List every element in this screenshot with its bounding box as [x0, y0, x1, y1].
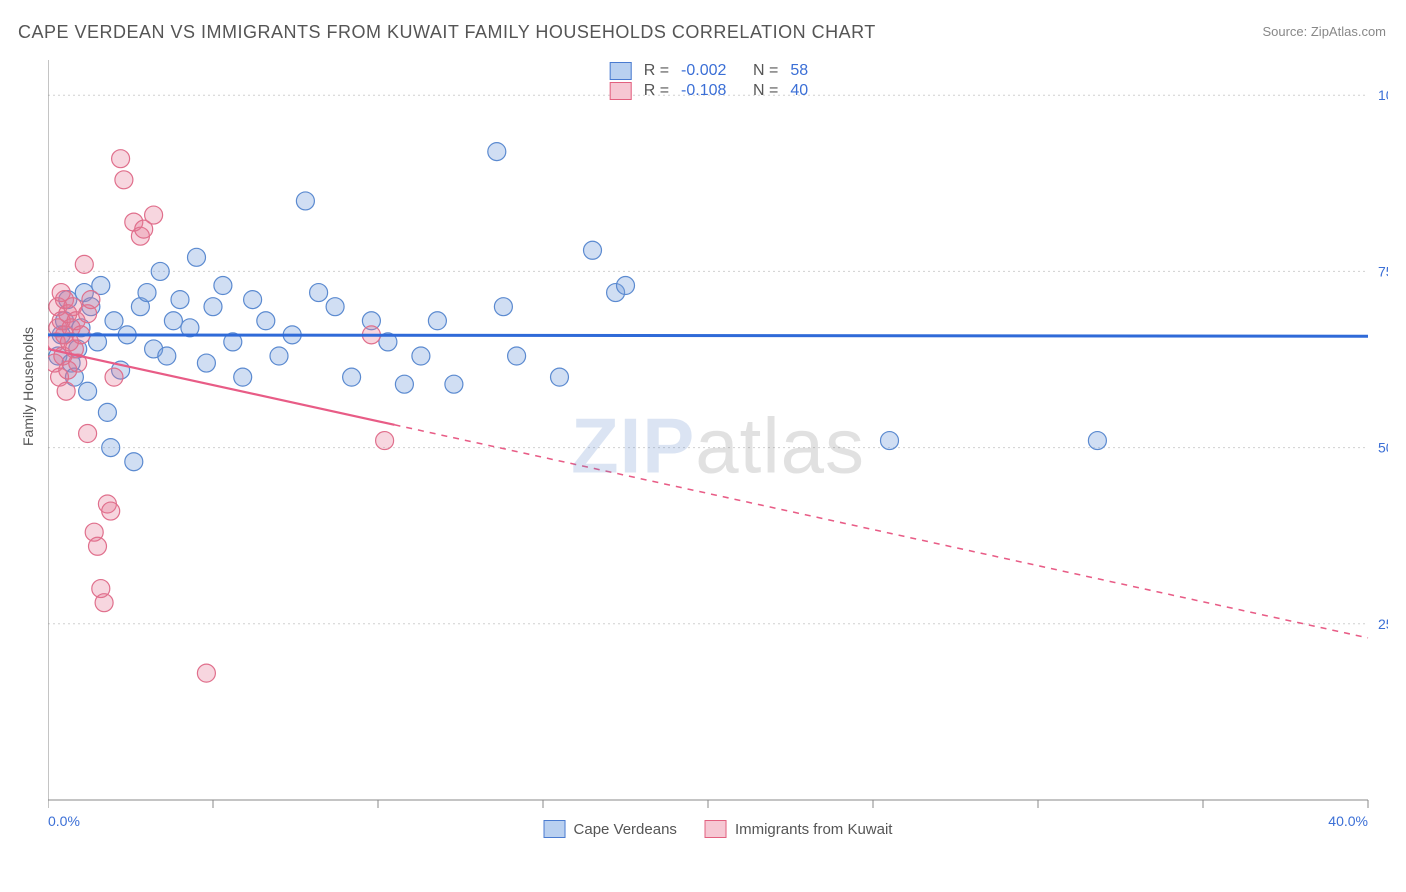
stat-n-value-2: 40	[790, 82, 850, 100]
svg-text:25.0%: 25.0%	[1378, 616, 1388, 632]
svg-text:40.0%: 40.0%	[1328, 813, 1368, 829]
chart-title: CAPE VERDEAN VS IMMIGRANTS FROM KUWAIT F…	[18, 22, 876, 43]
legend-label-2: Immigrants from Kuwait	[735, 821, 893, 838]
legend-item-1: Cape Verdeans	[544, 820, 677, 838]
bottom-legend: Cape Verdeans Immigrants from Kuwait	[544, 820, 893, 838]
scatter-plot: 25.0% 50.0% 75.0% 100.0% 0.0% 40.0%	[48, 50, 1388, 842]
stat-r-value-2: -0.108	[681, 82, 741, 100]
stat-row-series-2: R = -0.108 N = 40	[610, 82, 851, 100]
source-attribution: Source: ZipAtlas.com	[1262, 24, 1386, 39]
stat-legend: R = -0.002 N = 58 R = -0.108 N = 40	[610, 60, 851, 102]
swatch-series-1	[610, 62, 632, 80]
stat-r-label: R =	[644, 82, 669, 100]
svg-text:50.0%: 50.0%	[1378, 440, 1388, 456]
plot-container: Family Households 25.0%50.0%75.0%100.0%0…	[48, 50, 1388, 842]
y-axis-label: Family Households	[20, 327, 36, 446]
svg-text:75.0%: 75.0%	[1378, 263, 1388, 279]
svg-text:0.0%: 0.0%	[48, 813, 80, 829]
stat-r-label: R =	[644, 62, 669, 80]
legend-item-2: Immigrants from Kuwait	[705, 820, 893, 838]
swatch-series-2	[705, 820, 727, 838]
stat-row-series-1: R = -0.002 N = 58	[610, 62, 851, 80]
stat-n-label: N =	[753, 82, 778, 100]
swatch-series-1	[544, 820, 566, 838]
stat-n-value-1: 58	[790, 62, 850, 80]
stat-n-label: N =	[753, 62, 778, 80]
stat-r-value-1: -0.002	[681, 62, 741, 80]
svg-text:100.0%: 100.0%	[1378, 87, 1388, 103]
legend-label-1: Cape Verdeans	[574, 821, 677, 838]
swatch-series-2	[610, 82, 632, 100]
